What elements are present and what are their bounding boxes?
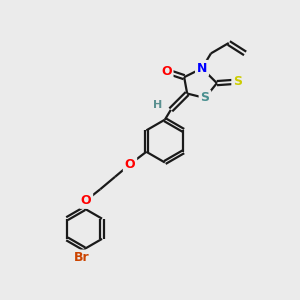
Text: O: O (125, 158, 135, 171)
Text: S: S (233, 75, 242, 88)
Text: H: H (153, 100, 162, 110)
Text: N: N (197, 62, 207, 75)
Text: O: O (161, 65, 172, 78)
Text: Br: Br (74, 251, 89, 264)
Text: S: S (200, 92, 209, 104)
Text: O: O (81, 194, 91, 207)
